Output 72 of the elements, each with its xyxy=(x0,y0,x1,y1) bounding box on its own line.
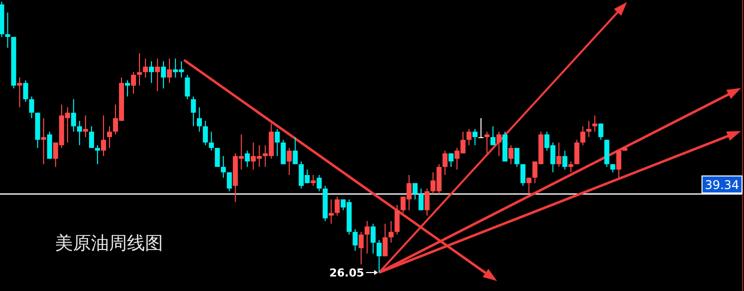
candlestick xyxy=(95,144,100,165)
candlestick xyxy=(196,106,202,132)
candlestick xyxy=(514,147,520,168)
candlestick xyxy=(5,12,10,48)
candlestick xyxy=(142,58,148,78)
candlestick xyxy=(496,131,502,157)
candlestick xyxy=(316,174,322,192)
candlestick xyxy=(376,240,382,273)
candlestick xyxy=(214,147,220,168)
candlestick xyxy=(616,150,622,178)
candlestick xyxy=(484,131,490,154)
candlestick xyxy=(568,160,574,173)
candlestick xyxy=(154,58,160,92)
candlestick xyxy=(466,128,472,146)
candlestick xyxy=(83,114,88,138)
candlestick xyxy=(418,188,424,211)
candlestick xyxy=(101,114,106,157)
candlestick xyxy=(574,139,580,165)
candlestick xyxy=(598,123,604,140)
candlestick xyxy=(29,96,34,119)
candlestick xyxy=(160,60,166,89)
candlestick xyxy=(442,150,448,176)
candlestick xyxy=(358,231,364,265)
candlestick xyxy=(226,172,232,192)
candlestick xyxy=(412,182,418,200)
candlestick xyxy=(478,118,484,138)
candlestick xyxy=(448,152,454,168)
text: 美原油周线图 xyxy=(55,233,163,254)
candlestick xyxy=(41,118,46,165)
candlestick xyxy=(292,136,298,165)
candlestick xyxy=(274,128,280,157)
candlestick xyxy=(394,204,400,236)
candlestick xyxy=(526,177,532,194)
candlestick xyxy=(286,147,292,176)
candlestick xyxy=(580,126,586,146)
candlestick xyxy=(334,196,340,216)
text: 39.34 xyxy=(704,178,740,192)
candlestick xyxy=(184,74,190,100)
candlestick xyxy=(77,120,82,146)
candlestick xyxy=(424,188,430,216)
candlestick xyxy=(23,80,28,102)
candlestick xyxy=(388,220,394,244)
candlestick xyxy=(592,114,598,132)
candlestick xyxy=(382,223,388,257)
candlestick xyxy=(190,96,196,127)
candlestick xyxy=(166,58,172,84)
candlestick xyxy=(520,164,526,186)
candlestick xyxy=(107,126,112,148)
candlestick xyxy=(310,174,316,186)
candlestick xyxy=(71,98,76,132)
candlestick xyxy=(490,126,496,146)
candlestick xyxy=(130,72,136,94)
candlestick xyxy=(148,60,154,84)
candlestick xyxy=(364,220,370,254)
candlestick xyxy=(89,126,94,148)
candlestick xyxy=(328,198,334,224)
candlestick xyxy=(370,223,376,254)
candlestick xyxy=(208,131,214,152)
candlestick xyxy=(220,156,226,178)
candlestick xyxy=(280,139,286,165)
candlestick xyxy=(17,77,22,108)
candlestick xyxy=(562,150,568,170)
candlestick xyxy=(202,120,208,146)
candlestick xyxy=(508,144,514,165)
candlestick xyxy=(586,120,592,138)
candlestick xyxy=(472,128,478,146)
candlestick xyxy=(244,150,250,168)
candlestick xyxy=(136,52,142,86)
annotation: 26.05 xyxy=(329,266,364,280)
candlestick xyxy=(352,228,358,252)
candlestick xyxy=(556,142,562,168)
candlestick xyxy=(124,80,130,97)
